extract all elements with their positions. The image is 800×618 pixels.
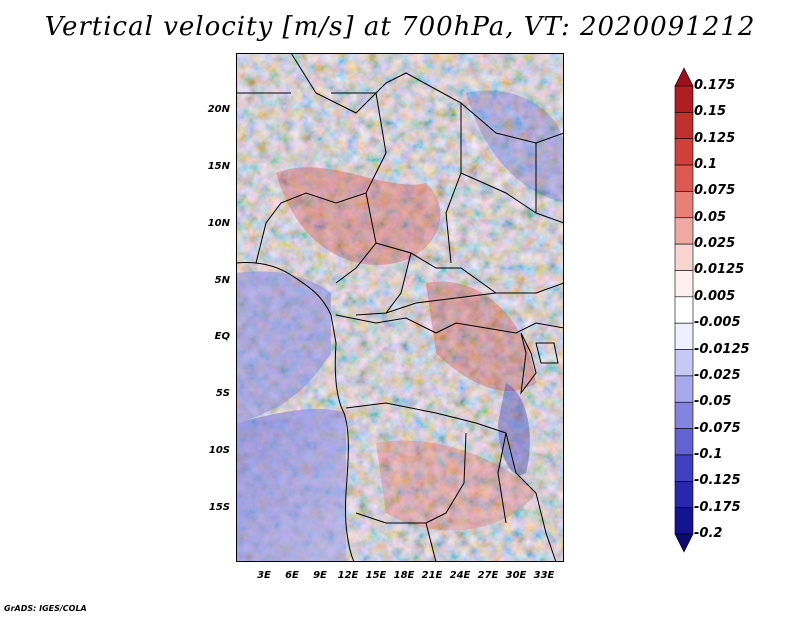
map-area xyxy=(235,52,565,563)
lon-tick-6e: 6E xyxy=(285,570,299,581)
colorbar-label: -0.005 xyxy=(694,315,741,331)
colorbar-segments xyxy=(674,67,694,553)
warm-patch-south xyxy=(376,440,536,531)
ocean-gulf-guinea xyxy=(236,271,331,423)
colorbar-label: 0.05 xyxy=(694,209,727,225)
lon-tick-33e: 33E xyxy=(533,570,555,581)
colorbar-segment xyxy=(674,322,694,350)
colorbar-label: 0.125 xyxy=(694,130,736,146)
colorbar-segment xyxy=(674,428,694,456)
colorbar-label: -0.2 xyxy=(694,526,723,541)
lon-tick-21e: 21E xyxy=(421,570,443,581)
warm-patch-north xyxy=(276,167,441,265)
lat-tick-5n: 5N xyxy=(214,275,230,286)
lon-tick-27e: 27E xyxy=(477,570,499,581)
colorbar-label: -0.1 xyxy=(694,446,723,462)
colorbar-segment xyxy=(674,243,694,271)
colorbar-segment xyxy=(674,164,694,192)
colorbar-label: 0.0125 xyxy=(694,262,745,278)
chart-title: Vertical velocity [m/s] at 700hPa, VT: 2… xyxy=(44,12,756,42)
colorbar-label: -0.025 xyxy=(694,367,741,383)
velocity-field-map xyxy=(235,52,565,563)
colorbar-segment xyxy=(674,401,694,429)
colorbar-top-arrow xyxy=(674,67,694,87)
country-borders xyxy=(235,52,565,563)
colorbar-label: -0.125 xyxy=(694,473,741,489)
lon-tick-12e: 12E xyxy=(337,570,359,581)
cool-patch-northeast xyxy=(466,90,564,203)
colorbar-segment xyxy=(674,191,694,219)
warm-patch-east xyxy=(426,281,536,392)
colorbar-segment xyxy=(674,138,694,166)
lon-tick-24e: 24E xyxy=(449,570,471,581)
colorbar-label: -0.0125 xyxy=(694,341,750,357)
lon-tick-9e: 9E xyxy=(313,570,327,581)
lat-tick-10s: 10S xyxy=(208,445,230,456)
colorbar-label: -0.175 xyxy=(694,499,741,515)
colorbar xyxy=(674,67,694,553)
colorbar-label: 0.1 xyxy=(694,157,718,173)
colorbar-label: 0.075 xyxy=(694,183,736,199)
lat-tick-15n: 15N xyxy=(207,161,230,172)
colorbar-segment xyxy=(674,85,694,113)
colorbar-label: -0.075 xyxy=(694,420,741,436)
colorbar-label: 0.025 xyxy=(694,236,736,252)
lat-tick-20n: 20N xyxy=(207,104,230,115)
lat-tick-eq: EQ xyxy=(214,331,230,342)
cool-patch-rift xyxy=(498,383,530,475)
lat-tick-10n: 10N xyxy=(207,218,230,229)
lon-tick-15e: 15E xyxy=(365,570,387,581)
colorbar-label: 0.15 xyxy=(694,104,727,120)
lon-tick-3e: 3E xyxy=(257,570,271,581)
colorbar-segment xyxy=(674,454,694,482)
colorbar-segment xyxy=(674,217,694,245)
colorbar-segment xyxy=(674,296,694,324)
ocean-south-atlantic xyxy=(236,408,346,562)
colorbar-segment xyxy=(674,112,694,140)
lon-tick-18e: 18E xyxy=(393,570,415,581)
colorbar-label: 0.005 xyxy=(694,288,736,304)
colorbar-segment xyxy=(674,507,694,535)
colorbar-label: -0.05 xyxy=(694,394,732,410)
lon-tick-30e: 30E xyxy=(505,570,527,581)
lat-tick-15s: 15S xyxy=(208,502,230,513)
colorbar-label: 0.175 xyxy=(694,78,736,93)
colorbar-segment xyxy=(674,480,694,508)
colorbar-segment xyxy=(674,270,694,298)
colorbar-segment xyxy=(674,349,694,377)
lat-tick-5s: 5S xyxy=(215,388,230,399)
colorbar-bottom-arrow xyxy=(674,533,694,553)
grads-credit: GrADS: IGES/COLA xyxy=(4,604,87,613)
colorbar-segment xyxy=(674,375,694,403)
